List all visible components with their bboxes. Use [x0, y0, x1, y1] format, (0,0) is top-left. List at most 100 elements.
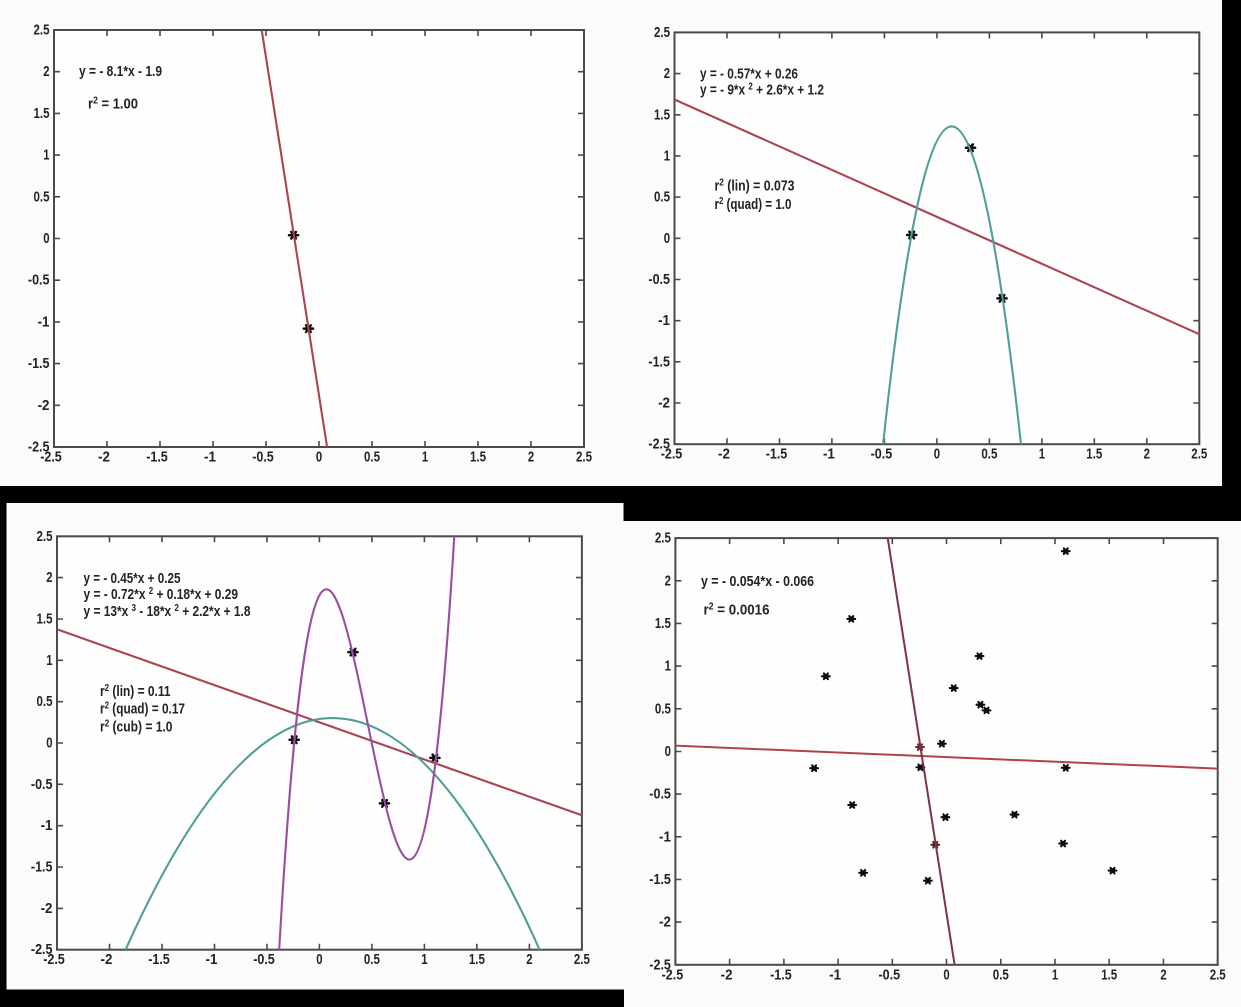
- svg-text:-0.5: -0.5: [28, 272, 50, 289]
- svg-text:y = - 0.054*x - 0.066: y = - 0.054*x - 0.066: [701, 573, 814, 590]
- svg-text:-2.5: -2.5: [31, 941, 53, 958]
- svg-text:-1: -1: [659, 828, 671, 845]
- svg-text:2: 2: [665, 572, 671, 589]
- svg-text:2.5: 2.5: [655, 530, 671, 547]
- svg-text:-2: -2: [101, 951, 113, 968]
- svg-text:-1.5: -1.5: [770, 966, 792, 983]
- svg-text:2: 2: [43, 63, 49, 80]
- svg-text:0.5: 0.5: [655, 700, 671, 717]
- svg-text:-1.5: -1.5: [766, 446, 788, 463]
- svg-text:-1: -1: [204, 449, 216, 466]
- svg-text:1: 1: [46, 652, 52, 669]
- svg-text:-1: -1: [823, 446, 835, 463]
- svg-text:y = - 0.57*x + 0.26: y = - 0.57*x + 0.26: [700, 66, 798, 83]
- svg-text:-0.5: -0.5: [879, 966, 901, 983]
- svg-text:r2​ = 1.00: r2​ = 1.00: [88, 96, 138, 113]
- svg-text:r2​ (cub) = 1.0: r2​ (cub) = 1.0: [100, 719, 173, 736]
- svg-text:-2.5: -2.5: [28, 439, 50, 456]
- svg-text:0: 0: [934, 446, 940, 463]
- svg-text:2.5: 2.5: [34, 22, 50, 39]
- svg-text:2: 2: [664, 65, 670, 82]
- svg-text:1.5: 1.5: [34, 105, 50, 122]
- svg-text:1: 1: [421, 951, 427, 968]
- svg-text:0.5: 0.5: [364, 449, 380, 466]
- svg-text:0.5: 0.5: [654, 189, 670, 206]
- svg-text:-0.5: -0.5: [252, 449, 274, 466]
- svg-text:y = - 0.45*x + 0.25: y = - 0.45*x + 0.25: [84, 570, 181, 587]
- svg-text:1: 1: [1039, 446, 1045, 463]
- svg-text:-1.5: -1.5: [148, 951, 170, 968]
- svg-text:-1: -1: [41, 817, 53, 834]
- svg-text:-0.5: -0.5: [253, 951, 275, 968]
- svg-text:0.5: 0.5: [37, 693, 53, 710]
- svg-text:y = 13*x 3​ - 18*x 2​ + 2.2*x: y = 13*x 3​ - 18*x 2​ + 2.2*x + 1.8: [84, 603, 251, 620]
- svg-text:-0.5: -0.5: [871, 446, 893, 463]
- svg-text:-1.5: -1.5: [146, 449, 168, 466]
- svg-text:0.5: 0.5: [34, 188, 50, 205]
- svg-text:2.5: 2.5: [37, 528, 53, 545]
- svg-text:0.5: 0.5: [364, 951, 380, 968]
- svg-text:2: 2: [528, 449, 534, 466]
- svg-text:-2: -2: [98, 449, 110, 466]
- svg-text:-2: -2: [718, 446, 730, 463]
- svg-text:0.5: 0.5: [981, 446, 997, 463]
- svg-text:-1.5: -1.5: [31, 859, 53, 876]
- svg-text:1.5: 1.5: [1101, 966, 1117, 983]
- svg-text:0: 0: [46, 735, 52, 752]
- svg-text:-2: -2: [721, 966, 733, 983]
- svg-text:-1.5: -1.5: [648, 353, 670, 370]
- svg-text:0: 0: [943, 966, 949, 983]
- svg-text:1: 1: [1052, 966, 1058, 983]
- svg-text:2.5: 2.5: [654, 24, 670, 41]
- svg-text:-1: -1: [658, 312, 670, 329]
- svg-text:-1: -1: [829, 966, 841, 983]
- svg-text:-2: -2: [659, 914, 671, 931]
- svg-text:1: 1: [665, 658, 671, 675]
- svg-text:-2.5: -2.5: [662, 966, 684, 983]
- svg-text:1.5: 1.5: [470, 449, 486, 466]
- svg-text:-2: -2: [41, 900, 53, 917]
- svg-text:-2.5: -2.5: [661, 446, 683, 463]
- svg-text:-0.5: -0.5: [31, 776, 53, 793]
- svg-text:1: 1: [422, 449, 428, 466]
- svg-text:1.5: 1.5: [469, 951, 485, 968]
- svg-text:-2.5: -2.5: [43, 951, 65, 968]
- svg-text:y = - 8.1*x - 1.9: y = - 8.1*x - 1.9: [79, 63, 162, 80]
- svg-text:-2: -2: [658, 395, 670, 412]
- svg-text:y = - 9*x 2​ + 2.6*x + 1.2: y = - 9*x 2​ + 2.6*x + 1.2: [700, 82, 824, 99]
- svg-text:1: 1: [664, 147, 670, 164]
- svg-text:1.5: 1.5: [1086, 446, 1102, 463]
- svg-text:2: 2: [46, 569, 52, 586]
- svg-text:2.5: 2.5: [1210, 966, 1226, 983]
- svg-text:r2​ (lin) = 0.073: r2​ (lin) = 0.073: [715, 178, 795, 195]
- svg-text:r2​ (quad) = 0.17: r2​ (quad) = 0.17: [100, 701, 185, 718]
- svg-text:r2​ (quad) = 1.0: r2​ (quad) = 1.0: [715, 196, 792, 213]
- svg-text:2: 2: [526, 951, 532, 968]
- svg-text:1.5: 1.5: [654, 106, 670, 123]
- svg-text:-1.5: -1.5: [649, 871, 671, 888]
- svg-text:1: 1: [43, 147, 49, 164]
- svg-text:-0.5: -0.5: [648, 271, 670, 288]
- svg-text:r2​ = 0.0016: r2​ = 0.0016: [704, 602, 770, 619]
- svg-text:1.5: 1.5: [655, 615, 671, 632]
- svg-text:0: 0: [665, 743, 671, 760]
- svg-text:-1.5: -1.5: [28, 355, 50, 372]
- svg-text:-0.5: -0.5: [649, 786, 671, 803]
- svg-text:1.5: 1.5: [37, 611, 53, 628]
- svg-text:2.5: 2.5: [1191, 446, 1207, 463]
- svg-text:2.5: 2.5: [574, 951, 590, 968]
- svg-text:-1: -1: [206, 951, 218, 968]
- svg-text:-1: -1: [38, 313, 50, 330]
- svg-text:0: 0: [664, 230, 670, 247]
- svg-text:0: 0: [43, 230, 49, 247]
- svg-text:2.5: 2.5: [576, 449, 592, 466]
- svg-text:-2: -2: [38, 397, 50, 414]
- svg-text:-2.5: -2.5: [40, 449, 62, 466]
- svg-text:-2.5: -2.5: [648, 436, 670, 453]
- svg-text:0: 0: [316, 951, 322, 968]
- svg-text:r2​ (lin) = 0.11: r2​ (lin) = 0.11: [100, 683, 171, 700]
- svg-text:y = - 0.72*x 2​ + 0.18*x + 0.2: y = - 0.72*x 2​ + 0.18*x + 0.29: [84, 586, 239, 603]
- svg-text:2: 2: [1160, 966, 1166, 983]
- svg-text:2: 2: [1144, 446, 1150, 463]
- svg-text:0: 0: [316, 449, 322, 466]
